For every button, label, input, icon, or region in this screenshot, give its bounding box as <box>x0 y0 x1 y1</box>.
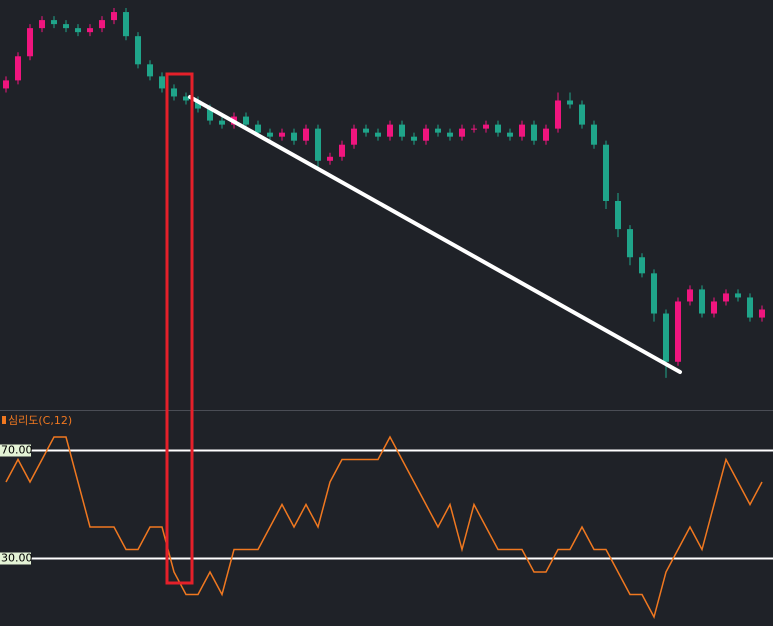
highlight-box <box>165 72 194 585</box>
candle-body <box>315 128 321 161</box>
candle-body <box>735 293 741 298</box>
candle-body <box>87 28 93 33</box>
candle-body <box>159 76 165 89</box>
candle-body <box>195 100 201 109</box>
candle-body <box>399 124 405 137</box>
level-label-bg <box>0 552 31 565</box>
candle-body <box>351 128 357 145</box>
indicator-icon <box>2 416 6 424</box>
candle-body <box>279 132 285 137</box>
candle-body <box>435 128 441 133</box>
candle-body <box>183 96 189 101</box>
candle-body <box>747 297 753 318</box>
candle-body <box>687 289 693 302</box>
candle-body <box>423 128 429 141</box>
candle-body <box>759 309 765 318</box>
candle-body <box>291 132 297 141</box>
trend-line <box>188 95 682 374</box>
candle-body <box>711 301 717 314</box>
candle-body <box>543 128 549 141</box>
y-tick-label: 70.00 <box>1 444 33 457</box>
candle-body <box>267 132 273 137</box>
candle-body <box>591 124 597 145</box>
candle-body <box>123 12 129 37</box>
candle-body <box>375 132 381 137</box>
candle-body <box>111 12 117 21</box>
candle-body <box>483 124 489 129</box>
candle-body <box>699 289 705 314</box>
candle-body <box>447 132 453 137</box>
indicator-title: 심리도(C,12) <box>8 414 72 427</box>
candle-body <box>135 36 141 65</box>
candle-body <box>531 124 537 141</box>
candle-body <box>675 301 681 362</box>
candle-body <box>207 108 213 121</box>
candle-body <box>327 156 333 161</box>
candle-body <box>555 100 561 129</box>
candle-body <box>639 257 645 274</box>
candle-body <box>75 28 81 33</box>
candle-body <box>63 24 69 29</box>
level-label-bg <box>0 444 31 457</box>
candle-body <box>255 124 261 133</box>
candle-body <box>339 144 345 157</box>
candle-body <box>579 104 585 125</box>
candle-body <box>471 128 477 130</box>
y-tick-label: 30.00 <box>1 552 33 565</box>
candle-body <box>603 144 609 201</box>
candle-body <box>39 20 45 29</box>
candle-body <box>615 200 621 230</box>
candle-body <box>651 273 657 314</box>
indicator-line <box>5 435 763 620</box>
candle-body <box>411 136 417 141</box>
candle-body <box>171 88 177 97</box>
candle-body <box>627 229 633 258</box>
candle-body <box>519 124 525 137</box>
candle-body <box>723 293 729 302</box>
candle-body <box>663 313 669 362</box>
candle-body <box>387 124 393 137</box>
candle-body <box>99 20 105 29</box>
candle-body <box>219 120 225 125</box>
candle-body <box>243 116 249 125</box>
candle-body <box>495 124 501 133</box>
candle-body <box>303 128 309 141</box>
candle-body <box>3 80 9 89</box>
candle-body <box>567 100 573 105</box>
candle-body <box>507 132 513 137</box>
candle-body <box>363 128 369 133</box>
candle-body <box>459 128 465 137</box>
candle-body <box>147 64 153 77</box>
candle-body <box>27 28 33 57</box>
candle-body <box>51 20 57 25</box>
candle-body <box>15 56 21 81</box>
